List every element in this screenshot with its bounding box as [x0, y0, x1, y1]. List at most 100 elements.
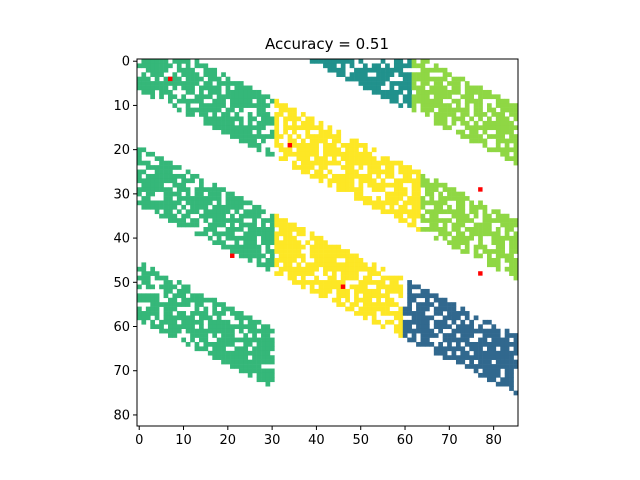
heatmap-cell: [145, 59, 151, 64]
heatmap-cell: [451, 333, 457, 338]
heatmap-cell: [407, 178, 412, 184]
heatmap-cell: [509, 350, 514, 356]
heatmap-cell: [433, 319, 439, 325]
heatmap-cell: [336, 67, 342, 73]
heatmap-cell: [486, 328, 492, 334]
heatmap-cell: [261, 368, 266, 374]
heatmap-cell: [283, 235, 288, 241]
heatmap-cell: [469, 227, 474, 232]
heatmap-cell: [292, 143, 297, 148]
heatmap-cell: [194, 328, 200, 334]
heatmap-cell: [247, 350, 253, 356]
heatmap-cell: [252, 364, 257, 369]
heatmap-cell: [168, 284, 173, 290]
heatmap-cell: [486, 359, 492, 365]
heatmap-cell: [199, 98, 204, 104]
heatmap-cell: [469, 319, 474, 325]
heatmap-cell: [500, 98, 506, 104]
heatmap-cell: [234, 112, 240, 117]
heatmap-cell: [265, 333, 271, 338]
heatmap-cell: [402, 187, 408, 192]
heatmap-cell: [207, 297, 213, 303]
heatmap-cell: [442, 196, 448, 201]
heatmap-cell: [513, 271, 519, 276]
heatmap-cell: [314, 125, 319, 131]
heatmap-cell: [216, 355, 222, 360]
heatmap-cell: [354, 143, 359, 148]
heatmap-cell: [509, 147, 514, 153]
heatmap-cell: [212, 72, 218, 77]
chart-title: Accuracy = 0.51: [265, 35, 389, 53]
heatmap-cell: [345, 59, 350, 64]
heatmap-cell: [420, 218, 426, 223]
heatmap-cell: [500, 253, 506, 259]
heatmap-cell: [473, 125, 479, 131]
heatmap-cell: [398, 169, 404, 175]
heatmap-cell: [402, 63, 408, 69]
heatmap-cell: [230, 311, 235, 316]
heatmap-cell: [447, 341, 452, 347]
heatmap-cell: [385, 169, 390, 175]
heatmap-cell: [402, 178, 408, 184]
heatmap-cell: [141, 160, 147, 166]
heatmap-cell: [393, 213, 399, 219]
heatmap-cell: [354, 147, 359, 153]
heatmap-cell: [376, 173, 381, 179]
heatmap-cell: [234, 85, 240, 91]
heatmap-cell: [278, 249, 284, 254]
heatmap-cell: [168, 89, 173, 95]
heatmap-cell: [309, 266, 315, 272]
heatmap-cell: [225, 116, 231, 122]
heatmap-cell: [199, 103, 204, 108]
heatmap-cell: [305, 143, 311, 148]
heatmap-cell: [371, 271, 377, 276]
heatmap-cell: [513, 390, 519, 396]
heatmap-cell: [451, 112, 457, 117]
heatmap-cell: [323, 129, 328, 135]
heatmap-cell: [327, 284, 333, 290]
heatmap-cell: [318, 120, 324, 126]
heatmap-cell: [252, 249, 257, 254]
heatmap-cell: [442, 120, 448, 126]
heatmap-cell: [495, 364, 501, 369]
heatmap-cell: [385, 191, 390, 197]
heatmap-cell: [500, 222, 506, 228]
heatmap-cell: [416, 227, 421, 232]
heatmap-cell: [513, 346, 519, 352]
heatmap-cell: [371, 262, 377, 268]
heatmap-cell: [358, 182, 364, 188]
heatmap-cell: [349, 302, 355, 307]
heatmap-cell: [168, 173, 173, 179]
heatmap-cell: [154, 311, 160, 316]
heatmap-cell: [349, 76, 355, 82]
heatmap-cell: [292, 165, 297, 170]
heatmap-cell: [407, 63, 412, 69]
heatmap-cell: [367, 151, 373, 157]
heatmap-cell: [190, 204, 195, 210]
heatmap-cell: [345, 187, 350, 192]
heatmap-cell: [207, 94, 213, 100]
heatmap-cell: [274, 244, 280, 250]
heatmap-cell: [194, 218, 200, 223]
heatmap-cell: [278, 266, 284, 272]
heatmap-cell: [296, 143, 302, 148]
heatmap-cell: [420, 59, 426, 64]
heatmap-cell: [491, 341, 497, 347]
heatmap-cell: [159, 89, 164, 95]
heatmap-cell: [323, 59, 328, 64]
y-tick-label: 80: [113, 408, 130, 423]
heatmap-cell: [261, 328, 266, 334]
heatmap-cell: [141, 63, 147, 69]
heatmap-cell: [203, 103, 209, 108]
heatmap-cell: [451, 107, 457, 113]
heatmap-cell: [314, 138, 319, 144]
heatmap-cell: [287, 222, 293, 228]
heatmap-cell: [203, 200, 209, 206]
heatmap-cell: [424, 302, 430, 307]
heatmap-cell: [296, 125, 302, 131]
heatmap-cell: [238, 98, 244, 104]
heatmap-cell: [168, 319, 173, 325]
heatmap-cell: [261, 355, 266, 360]
heatmap-cell: [252, 337, 257, 343]
heatmap-cell: [495, 337, 501, 343]
